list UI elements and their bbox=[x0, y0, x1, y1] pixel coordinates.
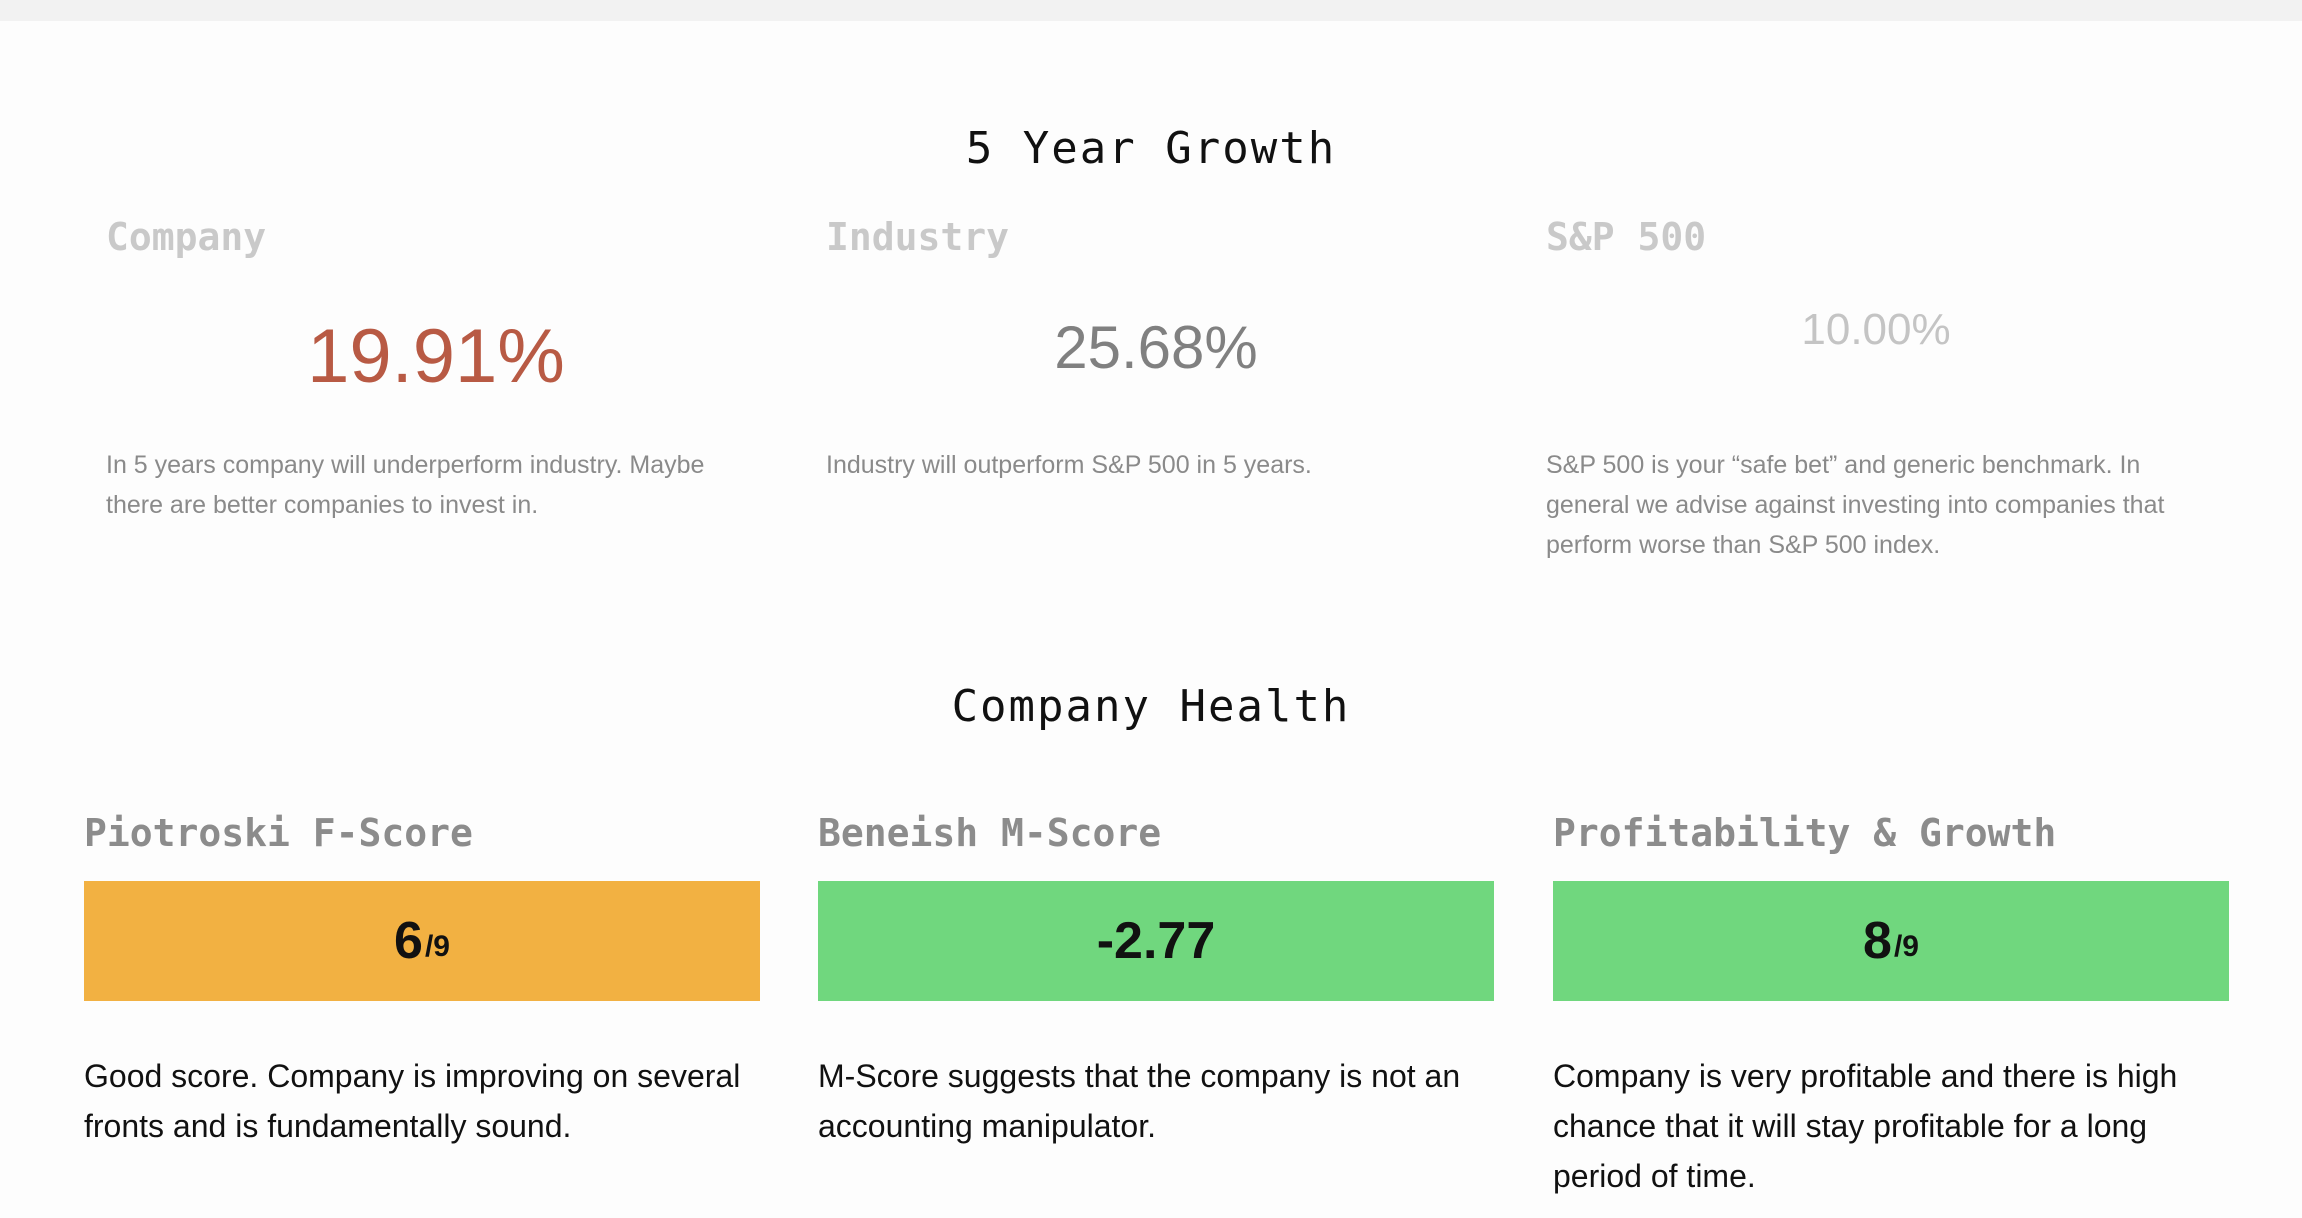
growth-section-title: 5 Year Growth bbox=[965, 123, 1337, 174]
score-bar-profitability: 8/9 bbox=[1553, 881, 2229, 1001]
health-description-profitability: Company is very profitable and there is … bbox=[1553, 1058, 2178, 1194]
health-label-beneish: Beneish M-Score bbox=[818, 811, 1162, 855]
score-value-profitability: 8 bbox=[1863, 912, 1892, 970]
health-card-profitability: Profitability & Growth 8/9 Company is ve… bbox=[1553, 807, 2229, 1207]
browser-top-strip bbox=[0, 0, 2302, 21]
growth-label-industry: Industry bbox=[826, 215, 1010, 259]
growth-description-industry: Industry will outperform S&P 500 in 5 ye… bbox=[826, 451, 1312, 479]
score-suffix-piotroski: /9 bbox=[424, 930, 450, 963]
health-description-piotroski: Good score. Company is improving on seve… bbox=[84, 1058, 741, 1144]
health-label-piotroski: Piotroski F-Score bbox=[84, 811, 473, 855]
score-value-piotroski: 6 bbox=[394, 912, 423, 970]
growth-value-industry: 25.68% bbox=[1054, 314, 1258, 381]
health-description-beneish: M-Score suggests that the company is not… bbox=[818, 1058, 1461, 1144]
score-suffix-profitability: /9 bbox=[1893, 930, 1919, 963]
growth-label-company: Company bbox=[106, 215, 267, 259]
health-card-beneish: Beneish M-Score -2.77 M-Score suggests t… bbox=[818, 807, 1494, 1207]
health-label-profitability: Profitability & Growth bbox=[1553, 811, 2057, 855]
growth-description-sp500: S&P 500 is your “safe bet” and generic b… bbox=[1546, 451, 2165, 559]
growth-description-company: In 5 years company will underperform ind… bbox=[106, 451, 705, 519]
growth-value-sp500: 10.00% bbox=[1801, 305, 1951, 354]
growth-column-sp500: S&P 500 10.00% S&P 500 is your “safe bet… bbox=[1546, 211, 2206, 591]
growth-value-company: 19.91% bbox=[307, 314, 565, 399]
stock-analysis-page: 5 Year Growth Company 19.91% In 5 years … bbox=[0, 21, 2302, 1218]
health-card-piotroski: Piotroski F-Score 6/9 Good score. Compan… bbox=[84, 807, 760, 1207]
score-bar-beneish: -2.77 bbox=[818, 881, 1494, 1001]
score-bar-piotroski: 6/9 bbox=[84, 881, 760, 1001]
health-section-title: Company Health bbox=[951, 681, 1351, 732]
growth-label-sp500: S&P 500 bbox=[1546, 215, 1707, 259]
score-value-beneish: -2.77 bbox=[1096, 912, 1216, 970]
growth-column-company: Company 19.91% In 5 years company will u… bbox=[106, 211, 766, 591]
growth-column-industry: Industry 25.68% Industry will outperform… bbox=[826, 211, 1486, 591]
